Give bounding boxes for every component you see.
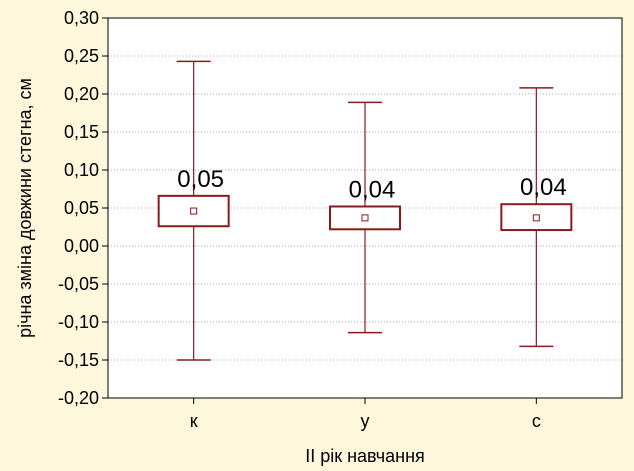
plot-frame: [107, 17, 623, 399]
y-tick-label: 0,05: [64, 198, 99, 218]
mean-marker: [532, 214, 540, 222]
y-tick-label: 0,15: [64, 122, 99, 142]
y-tick-label: -0,10: [58, 312, 99, 332]
y-tick-label: 0,30: [64, 8, 99, 28]
box: [157, 194, 230, 228]
x-axis-title: II рік навчання: [305, 446, 425, 466]
box-series: 0,05 0,04 0,04: [157, 60, 573, 361]
data-label: 0,05: [177, 166, 224, 193]
y-tick-label: 0,20: [64, 84, 99, 104]
x-tick-label: с: [532, 411, 541, 431]
data-label: 0,04: [520, 174, 567, 201]
mean-marker: [361, 214, 369, 222]
mean-marker: [190, 207, 198, 215]
x-tick-label: к: [190, 411, 198, 431]
box-group: 0,04: [329, 101, 401, 334]
y-tick-label: 0,10: [64, 160, 99, 180]
y-tick-label: -0,15: [58, 350, 99, 370]
y-tick-label: 0,25: [64, 46, 99, 66]
y-axis-title: річна зміна довжини стегна, см: [15, 78, 35, 338]
x-tick-label: у: [361, 411, 370, 431]
data-label: 0,04: [349, 176, 396, 203]
y-tick-label: -0,20: [58, 388, 99, 408]
y-tick-label: -0,05: [58, 274, 99, 294]
box-group: 0,04: [500, 87, 573, 348]
y-tick-label: 0,00: [64, 236, 99, 256]
box-group: 0,05: [157, 60, 230, 361]
y-axis-ticks: 0,30 0,25 0,20 0,15 0,10 0,05 0,00 -0,05 -0,10 -0…: [58, 8, 108, 408]
